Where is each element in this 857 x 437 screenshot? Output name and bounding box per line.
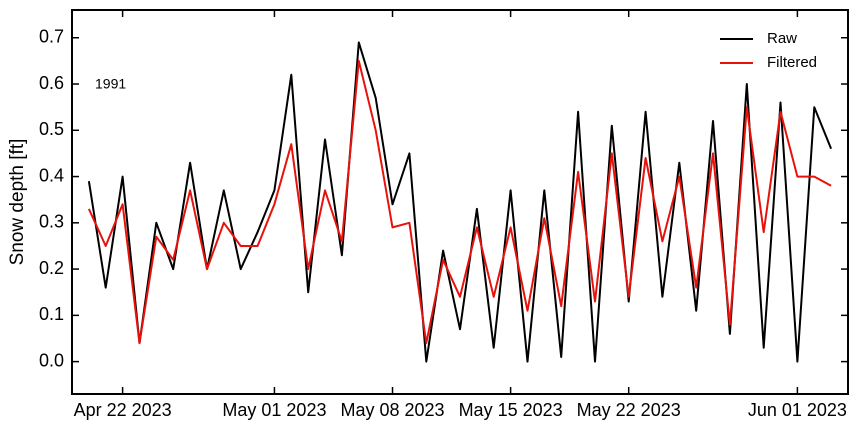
y-tick-label: 0.5 [39,119,64,139]
y-tick-label: 0.6 [39,73,64,93]
legend-label: Raw [767,30,797,47]
y-tick-label: 0.1 [39,304,64,324]
legend-label: Filtered [767,54,817,71]
series-line [87,59,832,345]
y-tick-label: 0.3 [39,212,64,232]
x-tick-label: Jun 01 2023 [748,400,847,420]
annotation: 1991 [95,76,126,92]
y-tick-label: 0.0 [39,350,64,370]
x-tick-label: May 22 2023 [577,400,681,420]
y-tick-label: 0.4 [39,165,64,185]
x-tick-label: May 15 2023 [459,400,563,420]
y-tick-label: 0.2 [39,258,64,278]
x-tick-label: May 01 2023 [222,400,326,420]
x-tick-label: Apr 22 2023 [74,400,172,420]
y-axis-label: Snow depth [ft] [7,139,28,266]
plot-frame [71,9,849,395]
x-tick-label: May 08 2023 [340,400,444,420]
series-line [87,41,833,363]
y-tick-label: 0.7 [39,27,64,47]
